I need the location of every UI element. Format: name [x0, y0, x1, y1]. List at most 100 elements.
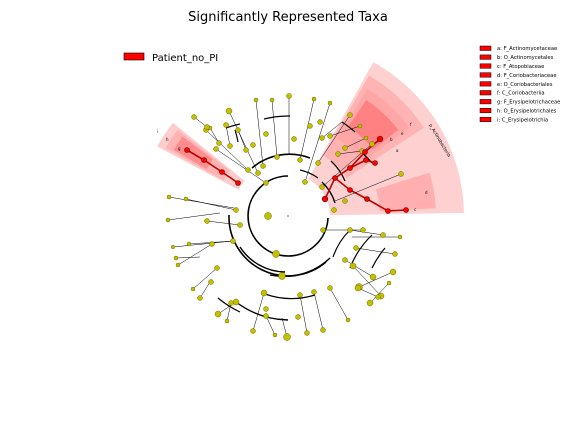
taxon-node	[274, 154, 280, 160]
significant-branch	[186, 149, 239, 184]
taxon-node	[223, 122, 229, 128]
leaf-connector	[344, 137, 367, 149]
taxon-node	[213, 146, 219, 152]
taxon-node	[297, 157, 303, 163]
taxon-node	[311, 96, 317, 102]
clade-letter-g: g	[178, 146, 181, 151]
taxon-node	[320, 227, 326, 233]
taxon-node	[245, 167, 251, 173]
taxon-node	[347, 227, 353, 233]
leaf-connector	[321, 121, 343, 139]
taxon-node	[386, 280, 392, 286]
tree-branch	[330, 160, 346, 182]
taxon-node	[232, 298, 240, 306]
leaf-connector	[168, 196, 235, 209]
tree-nodes	[165, 93, 409, 341]
taxon-node	[354, 284, 362, 292]
taxon-node	[286, 93, 292, 99]
leaf-connector	[299, 98, 315, 161]
significant-taxon-node	[219, 169, 225, 175]
taxon-node	[208, 279, 214, 285]
taxon-node	[250, 142, 256, 148]
clade-letter-f: f	[410, 122, 412, 127]
significant-taxon-node	[364, 196, 370, 202]
taxon-node	[342, 145, 348, 151]
key-swatch	[479, 90, 492, 96]
taxon-node	[235, 127, 241, 133]
taxon-node	[319, 184, 325, 190]
clade-letter-a: a	[396, 148, 399, 153]
leaf-connector	[255, 99, 264, 167]
taxon-node	[253, 97, 259, 103]
taxon-node	[297, 292, 303, 298]
taxon-node	[183, 196, 189, 202]
taxon-node	[209, 241, 215, 247]
key-swatch	[479, 108, 492, 114]
taxon-node	[327, 100, 333, 106]
leaf-connector	[225, 124, 231, 147]
key-swatch	[479, 116, 492, 122]
key-swatch	[479, 99, 492, 105]
taxon-node	[230, 238, 236, 244]
leaf-connector	[265, 315, 276, 336]
key-swatch	[479, 72, 492, 78]
significant-taxon-node	[362, 149, 368, 155]
leaf-connector	[313, 291, 324, 331]
taxon-node	[197, 295, 203, 301]
taxon-node	[327, 133, 333, 139]
tree-branch	[225, 123, 241, 129]
leaf-connector	[355, 247, 396, 255]
taxon-node	[317, 119, 323, 125]
taxon-node	[392, 251, 398, 257]
taxon-node	[170, 244, 176, 250]
taxon-node	[347, 112, 353, 118]
leaf-connector	[271, 99, 278, 158]
taxon-node	[307, 123, 313, 129]
tree-branch	[332, 229, 351, 258]
taxon-node	[295, 314, 301, 320]
leaf-connector	[304, 102, 331, 183]
taxon-node	[204, 218, 210, 224]
shade-coriobacteriaceae	[348, 99, 399, 150]
taxon-node	[353, 245, 359, 251]
taxon-node	[233, 207, 239, 213]
taxon-node	[260, 289, 268, 297]
tree-edges	[167, 96, 407, 338]
clade-letter-e: e	[401, 131, 404, 136]
taxon-node	[366, 299, 374, 307]
significant-taxon-node	[184, 147, 190, 153]
taxon-node	[302, 179, 308, 185]
leaf-connector	[185, 198, 237, 211]
leaf-connector	[329, 287, 349, 321]
taxon-node	[398, 171, 404, 177]
key-swatch	[479, 81, 492, 87]
key-entry: h: O_Erysipelotrichales	[497, 109, 557, 115]
taxon-node	[315, 160, 321, 166]
taxon-node	[360, 227, 366, 233]
leaf-connector	[237, 129, 247, 151]
leaf-connector	[172, 240, 234, 248]
leaf-connector	[205, 129, 249, 171]
significant-taxon-node	[201, 157, 207, 163]
leaf-connector	[206, 220, 241, 226]
significant-taxon-node	[347, 165, 353, 171]
taxon-node	[397, 234, 403, 240]
leaf-connector	[209, 127, 220, 144]
key-entry: c: F_Atopobiaceae	[497, 64, 544, 70]
tree-branch	[251, 153, 311, 169]
taxon-node	[357, 123, 363, 129]
taxon-node	[311, 289, 317, 295]
taxon-node	[216, 140, 222, 146]
clade-highlights	[157, 62, 464, 216]
taxon-node	[375, 294, 381, 300]
taxon-node	[166, 194, 172, 200]
significant-taxon-node	[363, 157, 369, 163]
taxon-node	[191, 114, 197, 120]
tree-branch	[217, 297, 241, 313]
key-swatch	[479, 63, 492, 69]
taxon-node	[283, 333, 291, 341]
shade-coriobacteriales	[336, 88, 410, 162]
taxon-node	[228, 300, 234, 306]
significant-taxon-node	[372, 160, 378, 166]
leaf-connector	[199, 281, 211, 299]
